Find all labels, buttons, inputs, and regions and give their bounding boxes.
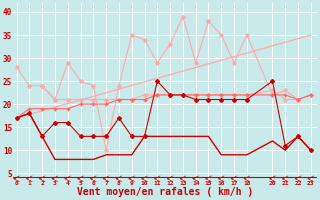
X-axis label: Vent moyen/en rafales ( km/h ): Vent moyen/en rafales ( km/h ) — [77, 187, 253, 197]
